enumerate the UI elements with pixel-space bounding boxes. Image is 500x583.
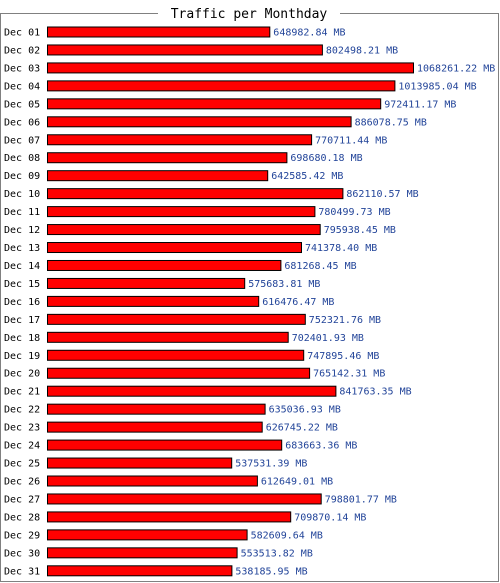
data-label: 765142.31 MB — [313, 369, 385, 380]
tick-label: Dec 21 — [4, 387, 40, 398]
tick-label: Dec 08 — [4, 153, 40, 164]
tick-label: Dec 23 — [4, 423, 40, 434]
data-label: 642585.42 MB — [271, 171, 343, 182]
tick-label: Dec 19 — [4, 351, 40, 362]
bar — [47, 152, 288, 164]
title-background — [158, 4, 340, 22]
bar — [47, 457, 233, 469]
data-label: 741378.40 MB — [305, 243, 377, 254]
data-label: 626745.22 MB — [266, 423, 338, 434]
tick-label: Dec 12 — [4, 225, 40, 236]
data-label: 770711.44 MB — [315, 135, 387, 146]
data-label: 972411.17 MB — [384, 99, 456, 110]
tick-label: Dec 09 — [4, 171, 40, 182]
tick-label: Dec 05 — [4, 99, 40, 110]
bar — [47, 493, 322, 505]
data-label: 698680.18 MB — [290, 153, 362, 164]
data-label: 747895.46 MB — [307, 351, 379, 362]
bar — [47, 170, 269, 182]
data-label: 1013985.04 MB — [398, 81, 476, 92]
data-label: 802498.21 MB — [326, 45, 398, 56]
tick-label: Dec 16 — [4, 297, 40, 308]
tick-label: Dec 28 — [4, 512, 40, 523]
tick-label: Dec 26 — [4, 477, 40, 488]
bar — [47, 295, 260, 307]
data-label: 709870.14 MB — [294, 512, 366, 523]
data-label: 683663.36 MB — [285, 441, 357, 452]
data-label: 752321.76 MB — [309, 315, 381, 326]
data-label: 702401.93 MB — [292, 333, 364, 344]
tick-label: Dec 01 — [4, 28, 40, 39]
bar — [47, 565, 233, 577]
tick-label: Dec 25 — [4, 459, 40, 470]
data-label: 780499.73 MB — [318, 207, 390, 218]
bar — [47, 367, 311, 379]
bar — [47, 331, 289, 343]
bar — [47, 116, 352, 128]
data-label: 862110.57 MB — [346, 189, 418, 200]
bar — [47, 385, 337, 397]
bar — [47, 475, 258, 487]
data-label: 635036.93 MB — [269, 405, 341, 416]
tick-label: Dec 13 — [4, 243, 40, 254]
bar — [47, 188, 344, 200]
bar — [47, 134, 313, 146]
data-label: 798801.77 MB — [325, 494, 397, 505]
data-label: 795938.45 MB — [324, 225, 396, 236]
data-label: 1068261.22 MB — [417, 63, 495, 74]
tick-label: Dec 29 — [4, 530, 40, 541]
data-label: 553513.82 MB — [241, 548, 313, 559]
bar — [47, 421, 263, 433]
tick-label: Dec 15 — [4, 279, 40, 290]
bar — [47, 206, 316, 218]
bar — [47, 313, 306, 325]
chart-title: Traffic per Monthday — [171, 7, 328, 22]
tick-label: Dec 11 — [4, 207, 40, 218]
bar — [47, 242, 302, 254]
bar — [47, 511, 292, 523]
data-label: 538185.95 MB — [235, 566, 307, 577]
bar — [47, 259, 282, 271]
bar — [47, 62, 414, 74]
data-label: 612649.01 MB — [261, 477, 333, 488]
bar — [47, 349, 305, 361]
bar-group: Dec 01 648982.84 MB Dec 02 802498.21 MB Dec … — [4, 26, 495, 577]
data-label: 841763.35 MB — [339, 387, 411, 398]
data-label: 537531.39 MB — [235, 459, 307, 470]
data-label: 616476.47 MB — [262, 297, 334, 308]
data-label: 681268.45 MB — [284, 261, 356, 272]
tick-label: Dec 30 — [4, 548, 40, 559]
bar — [47, 403, 266, 415]
tick-label: Dec 02 — [4, 45, 40, 56]
tick-label: Dec 10 — [4, 189, 40, 200]
data-label: 648982.84 MB — [273, 28, 345, 39]
tick-label: Dec 31 — [4, 566, 40, 577]
tick-label: Dec 06 — [4, 117, 40, 128]
bar — [47, 80, 396, 92]
bar — [47, 547, 238, 559]
data-label: 575683.81 MB — [248, 279, 320, 290]
bar — [47, 44, 323, 56]
tick-label: Dec 03 — [4, 63, 40, 74]
tick-label: Dec 20 — [4, 369, 40, 380]
tick-label: Dec 07 — [4, 135, 40, 146]
bar — [47, 98, 382, 110]
bar — [47, 439, 283, 451]
data-label: 886078.75 MB — [355, 117, 427, 128]
data-label: 582609.64 MB — [251, 530, 323, 541]
bar — [47, 529, 248, 541]
bar — [47, 224, 321, 236]
tick-label: Dec 27 — [4, 494, 40, 505]
bar — [47, 26, 271, 38]
tick-label: Dec 22 — [4, 405, 40, 416]
tick-label: Dec 14 — [4, 261, 40, 272]
tick-label: Dec 18 — [4, 333, 40, 344]
tick-label: Dec 17 — [4, 315, 40, 326]
bar — [47, 277, 246, 289]
tick-label: Dec 24 — [4, 441, 40, 452]
tick-label: Dec 04 — [4, 81, 40, 92]
